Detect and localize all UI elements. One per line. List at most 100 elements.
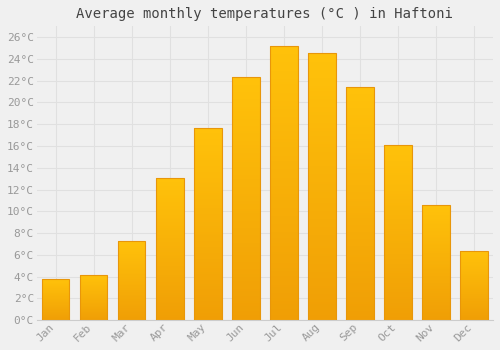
Bar bbox=[270, 216, 297, 219]
Bar bbox=[460, 313, 487, 314]
Bar bbox=[308, 211, 336, 213]
Bar bbox=[308, 283, 336, 286]
Bar bbox=[422, 212, 450, 213]
Bar bbox=[232, 206, 260, 209]
Bar bbox=[346, 248, 374, 250]
Bar bbox=[270, 309, 297, 312]
Bar bbox=[308, 171, 336, 174]
Bar bbox=[270, 131, 297, 134]
Bar bbox=[422, 303, 450, 304]
Bar bbox=[270, 76, 297, 79]
Bar bbox=[118, 277, 146, 278]
Bar bbox=[270, 120, 297, 123]
Bar bbox=[346, 281, 374, 283]
Bar bbox=[422, 301, 450, 302]
Bar bbox=[384, 238, 411, 240]
Bar bbox=[346, 122, 374, 125]
Bar bbox=[346, 295, 374, 297]
Bar bbox=[308, 267, 336, 270]
Bar bbox=[194, 243, 222, 245]
Bar bbox=[194, 222, 222, 224]
Bar bbox=[118, 255, 146, 256]
Bar bbox=[118, 274, 146, 275]
Bar bbox=[308, 110, 336, 112]
Bar bbox=[156, 229, 184, 230]
Bar bbox=[270, 290, 297, 293]
Bar bbox=[384, 197, 411, 199]
Bar bbox=[270, 164, 297, 167]
Bar bbox=[80, 292, 108, 293]
Bar bbox=[42, 311, 70, 312]
Bar bbox=[194, 284, 222, 286]
Bar bbox=[460, 268, 487, 269]
Bar bbox=[308, 72, 336, 75]
Bar bbox=[194, 205, 222, 206]
Bar bbox=[80, 294, 108, 295]
Bar bbox=[232, 289, 260, 291]
Bar bbox=[460, 294, 487, 295]
Bar bbox=[460, 261, 487, 262]
Bar bbox=[270, 46, 297, 49]
Bar bbox=[422, 317, 450, 318]
Bar bbox=[42, 312, 70, 313]
Bar bbox=[156, 249, 184, 250]
Bar bbox=[194, 318, 222, 320]
Bar bbox=[308, 118, 336, 120]
Bar bbox=[118, 267, 146, 268]
Bar bbox=[232, 272, 260, 274]
Bar bbox=[422, 207, 450, 208]
Bar bbox=[156, 253, 184, 255]
Bar bbox=[422, 236, 450, 237]
Bar bbox=[156, 295, 184, 296]
Bar bbox=[156, 198, 184, 199]
Bar bbox=[156, 181, 184, 182]
Bar bbox=[232, 211, 260, 213]
Bar bbox=[384, 308, 411, 310]
Bar bbox=[156, 278, 184, 279]
Bar bbox=[460, 279, 487, 280]
Bar bbox=[80, 291, 108, 292]
Bar bbox=[156, 266, 184, 267]
Bar bbox=[346, 148, 374, 150]
Bar bbox=[384, 155, 411, 157]
Bar bbox=[422, 205, 450, 206]
Bar bbox=[80, 304, 108, 305]
Bar bbox=[232, 77, 260, 80]
Bar bbox=[422, 268, 450, 270]
Bar bbox=[232, 172, 260, 175]
Bar bbox=[194, 168, 222, 170]
Bar bbox=[422, 245, 450, 246]
Bar bbox=[346, 99, 374, 101]
Bar bbox=[384, 215, 411, 217]
Bar bbox=[346, 285, 374, 288]
Bar bbox=[118, 306, 146, 307]
Bar bbox=[42, 287, 70, 288]
Bar bbox=[270, 197, 297, 199]
Bar bbox=[346, 255, 374, 257]
Bar bbox=[346, 169, 374, 171]
Bar bbox=[346, 101, 374, 104]
Bar bbox=[42, 315, 70, 316]
Bar bbox=[384, 173, 411, 175]
Bar bbox=[384, 289, 411, 290]
Bar bbox=[422, 215, 450, 216]
Bar bbox=[422, 313, 450, 315]
Bar bbox=[384, 271, 411, 273]
Bar bbox=[384, 264, 411, 266]
Bar bbox=[232, 247, 260, 250]
Bar bbox=[460, 316, 487, 317]
Bar bbox=[422, 244, 450, 245]
Bar bbox=[80, 303, 108, 304]
Bar bbox=[346, 157, 374, 160]
Bar bbox=[384, 164, 411, 166]
Bar bbox=[346, 211, 374, 213]
Bar bbox=[232, 128, 260, 131]
Bar bbox=[42, 282, 70, 283]
Bar bbox=[194, 237, 222, 239]
Bar bbox=[156, 255, 184, 256]
Bar bbox=[118, 293, 146, 294]
Bar bbox=[118, 313, 146, 314]
Bar bbox=[80, 282, 108, 283]
Bar bbox=[422, 253, 450, 254]
Bar bbox=[232, 265, 260, 267]
